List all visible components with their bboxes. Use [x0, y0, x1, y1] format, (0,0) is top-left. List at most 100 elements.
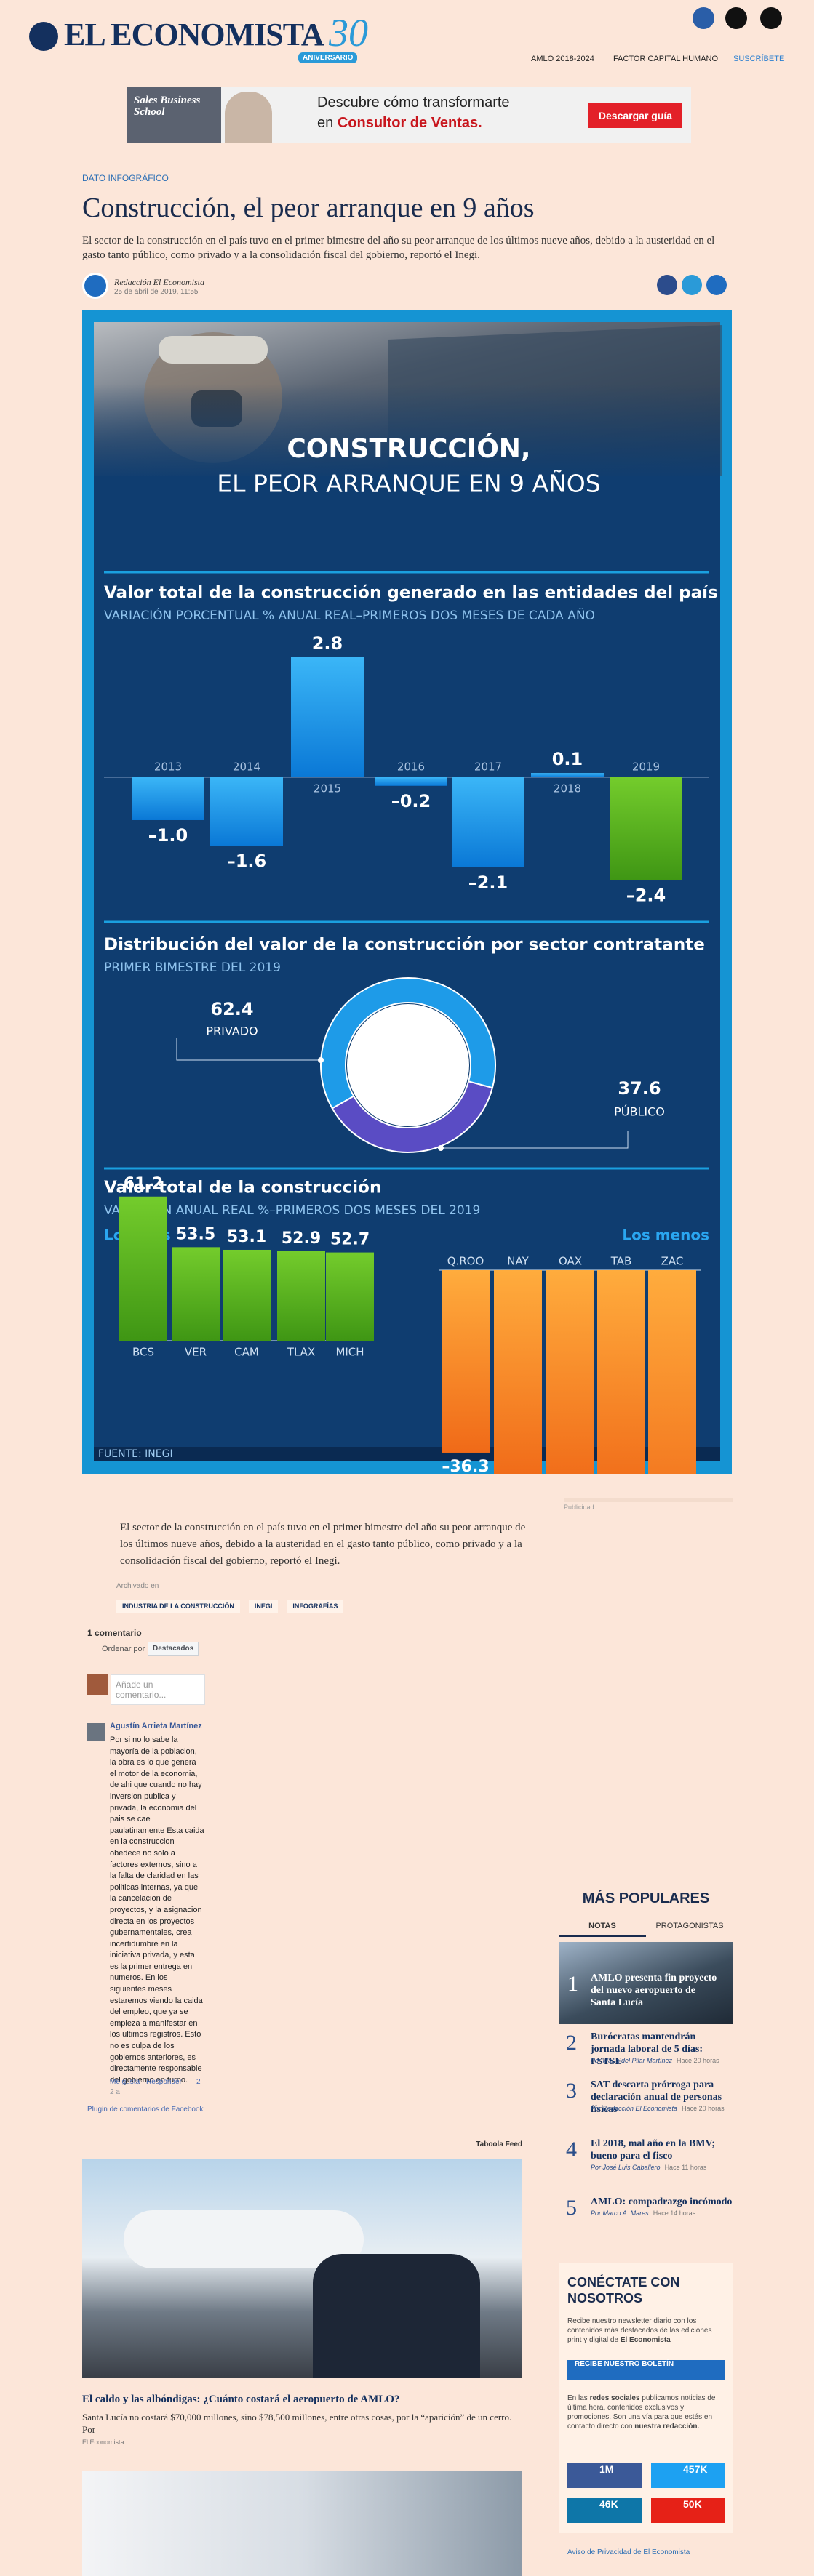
logo-badge-sub: ANIVERSARIO: [298, 52, 358, 63]
comment-text: Por si no lo sabe la mayoría de la pobla…: [110, 1736, 204, 2085]
social-button[interactable]: 1M: [567, 2463, 642, 2488]
bar: [223, 1249, 271, 1341]
chart-subtitle: VARIACIÓN ANUAL REAL %–PRIMEROS DOS MESE…: [104, 1202, 480, 1218]
category-label: 2015: [314, 782, 341, 795]
bar: [597, 1270, 645, 1474]
bar: [531, 773, 604, 777]
logo-badge: 30: [329, 11, 368, 55]
nav-link[interactable]: SUSCRÍBETE: [733, 55, 785, 63]
donut-slice: [331, 1080, 494, 1153]
bar: [291, 657, 364, 777]
feed-image-2[interactable]: [82, 2471, 522, 2576]
social-part: nuestra redacción.: [634, 2423, 700, 2431]
sort-button[interactable]: Destacados: [148, 1642, 199, 1656]
comment-likes: 2: [196, 2078, 201, 2086]
logo[interactable]: EL ECONOMISTA: [64, 17, 324, 52]
commenter-avatar: [87, 1723, 105, 1741]
ad-image: [127, 87, 221, 143]
popular-title[interactable]: AMLO: compadrazgo incómodo: [591, 2196, 733, 2207]
privacy-link[interactable]: Aviso de Privacidad de El Economista: [567, 2548, 690, 2556]
popular-title: MÁS POPULARES: [582, 1890, 710, 1906]
slice-value: 37.6: [618, 1078, 661, 1099]
tab[interactable]: PROTAGONISTAS: [646, 1922, 733, 1935]
ad-banner[interactable]: Sales Business School Descubre cómo trans…: [127, 87, 691, 143]
feed-label: Taboola Feed: [476, 2140, 522, 2148]
value-label: 52.7: [330, 1231, 370, 1249]
popular-image[interactable]: [559, 1942, 733, 2024]
leader-line: [176, 1038, 319, 1061]
popular-rank: 1: [567, 1972, 578, 1996]
category-label: TLAX: [287, 1346, 315, 1359]
category-label: 2017: [474, 761, 502, 774]
comment-age: 2 a: [110, 2088, 120, 2096]
commenter-name[interactable]: Agustín Arrieta Martínez: [110, 1722, 202, 1730]
slice-label: PÚBLICO: [614, 1105, 665, 1119]
popular-author: Por Redacción El Economista: [591, 2105, 678, 2112]
popular-title[interactable]: El 2018, mal año en la BMV; bueno para e…: [591, 2138, 715, 2162]
popular-title[interactable]: Burócratas mantendrán jornada laboral de…: [591, 2031, 703, 2067]
slice-value: 62.4: [210, 999, 253, 1019]
connect-box: [559, 2263, 733, 2533]
info-title: CONSTRUCCIÓN,: [287, 433, 530, 464]
value-label: –2.4: [626, 886, 666, 906]
popular-title[interactable]: SAT descarta prórroga para declaración a…: [591, 2079, 722, 2115]
social-button[interactable]: 46K: [567, 2498, 642, 2523]
social-text: En las redes sociales publicamos noticia…: [567, 2394, 724, 2431]
author-name[interactable]: Redacción El Economista: [114, 277, 204, 287]
popular-rank: 3: [566, 2079, 577, 2103]
feed-text: Santa Lucía no costará $70,000 millones,…: [82, 2412, 522, 2435]
nav-link[interactable]: AMLO 2018-2024: [531, 55, 594, 63]
popular-title[interactable]: AMLO presenta fin proyecto del nuevo aer…: [591, 1973, 717, 2008]
category-label: ZAC: [661, 1255, 684, 1268]
value-label: 0.1: [552, 749, 583, 769]
share-icon[interactable]: [706, 275, 727, 295]
tab[interactable]: NOTAS: [559, 1922, 646, 1937]
section-label[interactable]: DATO INFOGRÁFICO: [82, 173, 169, 183]
article-body: El sector de la construcción en el país …: [120, 1522, 526, 1567]
ad-label: Publicidad: [564, 1498, 733, 1511]
popular-rank: 5: [566, 2196, 577, 2220]
ad-text: Descubre cómo transformarte: [317, 95, 510, 111]
infographic: CONSTRUCCIÓN, EL PEOR ARRANQUE EN 9 AÑOS V…: [82, 310, 732, 1474]
header-icon[interactable]: [725, 7, 747, 29]
category-label: 2019: [632, 761, 660, 774]
newsletter-text: Recibe nuestro newsletter diario con los…: [567, 2316, 724, 2345]
value-label: –0.2: [391, 791, 431, 811]
bar: [610, 777, 682, 880]
comment-input[interactable]: Añade un comentario...: [111, 1674, 205, 1705]
popular-age: Hace 14 horas: [653, 2210, 696, 2217]
nav-link[interactable]: FACTOR CAPITAL HUMANO: [613, 55, 719, 63]
popular-rank: 2: [566, 2031, 577, 2055]
share-icon[interactable]: [682, 275, 702, 295]
photo-fade: [94, 322, 720, 476]
fb-plugin[interactable]: Plugin de comentarios de Facebook: [87, 2106, 204, 2114]
category-label: OAX: [559, 1255, 582, 1268]
feed-title[interactable]: El caldo y las albóndigas: ¿Cuánto costa…: [82, 2394, 400, 2405]
bar: [277, 1251, 325, 1341]
value-label: –2.1: [468, 872, 508, 893]
feed-plane: [124, 2210, 364, 2268]
author-avatar: [82, 273, 108, 299]
popular-author: Por María del Pilar Martínez: [591, 2057, 673, 2064]
category-label: 2016: [397, 761, 425, 774]
social-part: publicamos noticias de última hora, cont…: [567, 2394, 716, 2431]
ad-button[interactable]: Descargar guía: [588, 103, 682, 128]
social-button[interactable]: 457K: [651, 2463, 725, 2488]
newsletter-button[interactable]: RECIBE NUESTRO BOLETÍN: [567, 2360, 725, 2380]
social-part: redes sociales: [589, 2394, 640, 2402]
header-icon[interactable]: [693, 7, 714, 29]
social-button[interactable]: 50K: [651, 2498, 725, 2523]
category-label: CAM: [234, 1346, 259, 1359]
source: FUENTE: INEGI: [98, 1448, 173, 1460]
comment-actions[interactable]: Me gusta · Responder ·: [110, 2078, 187, 2086]
share-icon[interactable]: [657, 275, 677, 295]
leader-dot: [318, 1057, 324, 1063]
chart-title: Valor total de la construcción: [104, 1179, 381, 1197]
popular-byline: Por Marco A. Mares Hace 14 horas: [591, 2210, 733, 2218]
category-label: TAB: [610, 1255, 632, 1268]
header-icon[interactable]: [760, 7, 782, 29]
tags: INDUSTRIA DE LA CONSTRUCCIÓN INEGI INFOGRA…: [116, 1599, 352, 1613]
value-label: –36.3: [442, 1458, 489, 1474]
bar: [326, 1252, 374, 1341]
popular-byline: Por María del Pilar Martínez Hace 20 hora…: [591, 2057, 733, 2065]
